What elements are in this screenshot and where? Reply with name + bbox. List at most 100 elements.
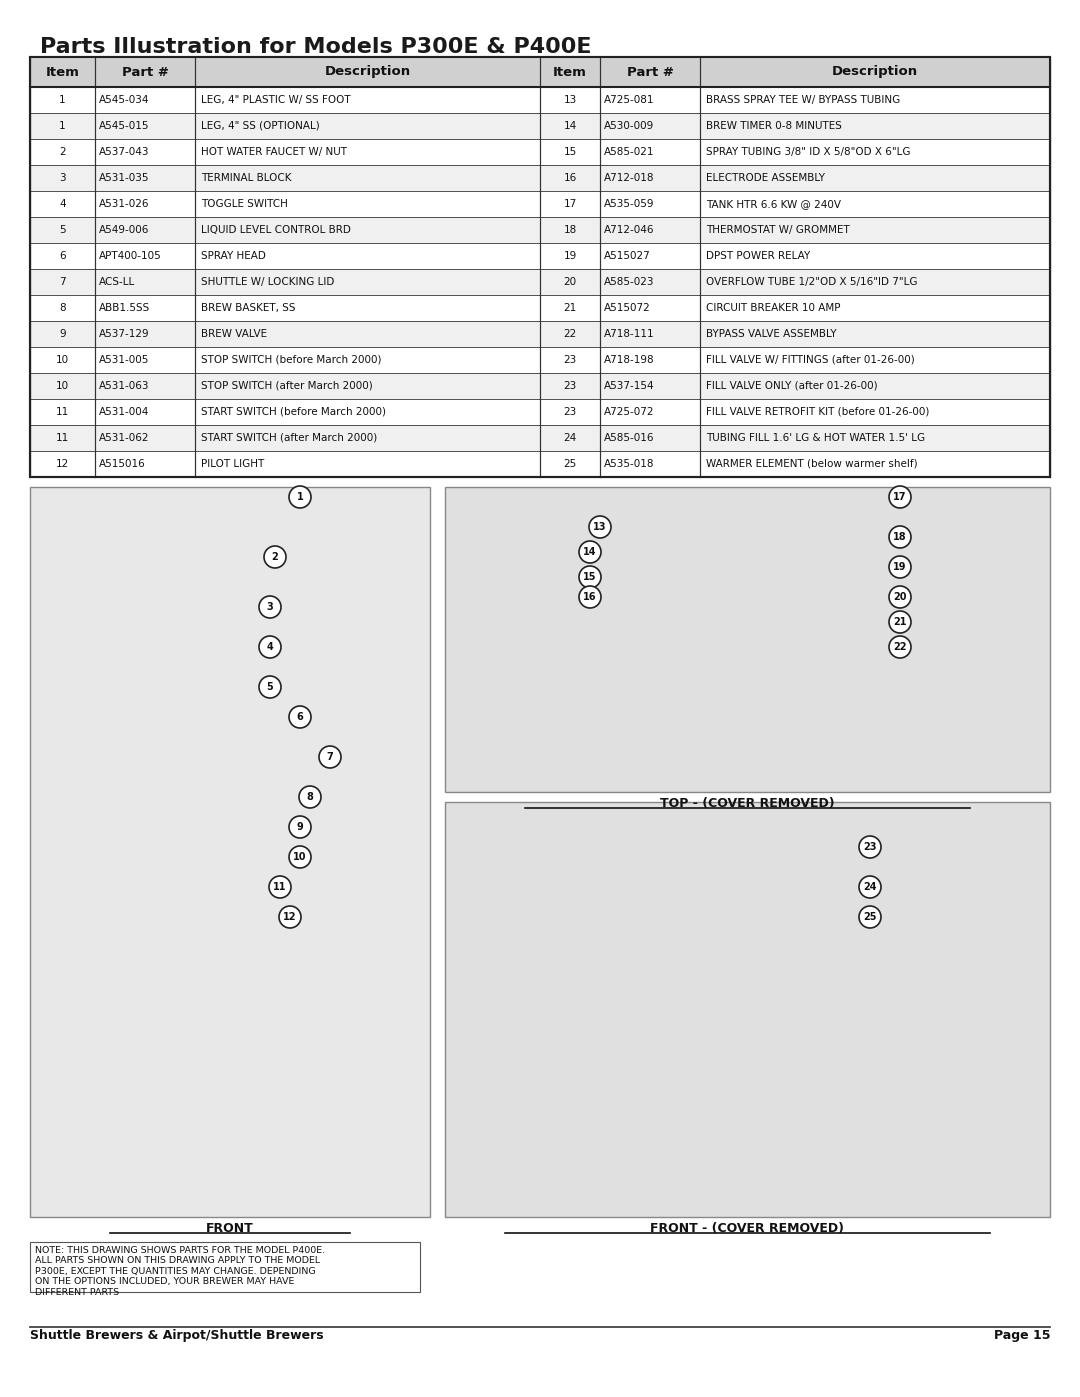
Text: ABB1.5SS: ABB1.5SS <box>99 303 150 313</box>
Text: 5: 5 <box>267 682 273 692</box>
Text: LEG, 4" SS (OPTIONAL): LEG, 4" SS (OPTIONAL) <box>201 122 320 131</box>
Circle shape <box>889 585 912 608</box>
Bar <box>30 191 1050 217</box>
Text: CIRCUIT BREAKER 10 AMP: CIRCUIT BREAKER 10 AMP <box>706 303 840 313</box>
Text: BREW BASKET, SS: BREW BASKET, SS <box>201 303 296 313</box>
Text: LEG, 4" PLASTIC W/ SS FOOT: LEG, 4" PLASTIC W/ SS FOOT <box>201 95 351 105</box>
Text: STOP SWITCH (after March 2000): STOP SWITCH (after March 2000) <box>201 381 373 391</box>
Text: TUBING FILL 1.6' LG & HOT WATER 1.5' LG: TUBING FILL 1.6' LG & HOT WATER 1.5' LG <box>706 433 926 443</box>
Text: 6: 6 <box>59 251 66 261</box>
Bar <box>30 1242 420 1292</box>
Text: THERMOSTAT W/ GROMMET: THERMOSTAT W/ GROMMET <box>706 225 850 235</box>
Text: 25: 25 <box>863 912 877 922</box>
Text: A531-062: A531-062 <box>99 433 149 443</box>
Text: 8: 8 <box>59 303 66 313</box>
Bar <box>30 400 1050 425</box>
Text: 22: 22 <box>564 330 577 339</box>
Circle shape <box>589 515 611 538</box>
Text: BYPASS VALVE ASSEMBLY: BYPASS VALVE ASSEMBLY <box>706 330 837 339</box>
Text: 15: 15 <box>583 571 597 583</box>
Circle shape <box>859 907 881 928</box>
Text: 24: 24 <box>564 433 577 443</box>
Text: 10: 10 <box>56 381 69 391</box>
Text: 23: 23 <box>564 355 577 365</box>
Text: 2: 2 <box>59 147 66 156</box>
Text: Description: Description <box>324 66 410 78</box>
Text: LIQUID LEVEL CONTROL BRD: LIQUID LEVEL CONTROL BRD <box>201 225 351 235</box>
Text: FRONT: FRONT <box>206 1222 254 1235</box>
Circle shape <box>259 597 281 617</box>
Text: 4: 4 <box>59 198 66 210</box>
Text: BREW VALVE: BREW VALVE <box>201 330 267 339</box>
Text: A535-059: A535-059 <box>604 198 654 210</box>
Circle shape <box>289 816 311 838</box>
Text: FRONT - (COVER REMOVED): FRONT - (COVER REMOVED) <box>650 1222 845 1235</box>
Text: Parts Illustration for Models P300E & P400E: Parts Illustration for Models P300E & P4… <box>40 36 592 57</box>
Text: BREW TIMER 0-8 MINUTES: BREW TIMER 0-8 MINUTES <box>706 122 842 131</box>
Circle shape <box>289 847 311 868</box>
Text: A585-016: A585-016 <box>604 433 654 443</box>
Text: A531-005: A531-005 <box>99 355 149 365</box>
Text: A537-043: A537-043 <box>99 147 149 156</box>
Text: ELECTRODE ASSEMBLY: ELECTRODE ASSEMBLY <box>706 173 825 183</box>
Bar <box>30 217 1050 243</box>
Text: 2: 2 <box>272 552 279 562</box>
Circle shape <box>889 636 912 658</box>
Text: 10: 10 <box>56 355 69 365</box>
Text: SHUTTLE W/ LOCKING LID: SHUTTLE W/ LOCKING LID <box>201 277 335 286</box>
Circle shape <box>259 636 281 658</box>
Text: 5: 5 <box>59 225 66 235</box>
Text: START SWITCH (after March 2000): START SWITCH (after March 2000) <box>201 433 377 443</box>
Text: 19: 19 <box>893 562 907 571</box>
Text: 11: 11 <box>56 407 69 416</box>
Text: Shuttle Brewers & Airpot/Shuttle Brewers: Shuttle Brewers & Airpot/Shuttle Brewers <box>30 1329 324 1343</box>
Text: A537-154: A537-154 <box>604 381 654 391</box>
Text: A545-034: A545-034 <box>99 95 149 105</box>
Text: A712-018: A712-018 <box>604 173 654 183</box>
Text: 17: 17 <box>564 198 577 210</box>
Circle shape <box>264 546 286 569</box>
Bar <box>30 295 1050 321</box>
Bar <box>30 165 1050 191</box>
Text: Description: Description <box>832 66 918 78</box>
Text: NOTE: THIS DRAWING SHOWS PARTS FOR THE MODEL P400E.
ALL PARTS SHOWN ON THIS DRAW: NOTE: THIS DRAWING SHOWS PARTS FOR THE M… <box>35 1246 325 1296</box>
Text: 13: 13 <box>564 95 577 105</box>
Text: 15: 15 <box>564 147 577 156</box>
Text: FILL VALVE W/ FITTINGS (after 01-26-00): FILL VALVE W/ FITTINGS (after 01-26-00) <box>706 355 915 365</box>
Text: 1: 1 <box>297 492 303 502</box>
Text: FILL VALVE RETROFIT KIT (before 01-26-00): FILL VALVE RETROFIT KIT (before 01-26-00… <box>706 407 930 416</box>
Text: 1: 1 <box>59 122 66 131</box>
Text: 21: 21 <box>564 303 577 313</box>
Text: 24: 24 <box>863 882 877 893</box>
Text: 1: 1 <box>59 95 66 105</box>
Text: TANK HTR 6.6 KW @ 240V: TANK HTR 6.6 KW @ 240V <box>706 198 841 210</box>
Bar <box>30 425 1050 451</box>
Circle shape <box>299 787 321 807</box>
Text: Part #: Part # <box>122 66 168 78</box>
Text: 4: 4 <box>267 643 273 652</box>
Text: A718-111: A718-111 <box>604 330 654 339</box>
Text: 22: 22 <box>893 643 907 652</box>
Text: 23: 23 <box>564 407 577 416</box>
Circle shape <box>289 486 311 509</box>
Text: A531-004: A531-004 <box>99 407 149 416</box>
Text: A585-023: A585-023 <box>604 277 654 286</box>
Text: FILL VALVE ONLY (after 01-26-00): FILL VALVE ONLY (after 01-26-00) <box>706 381 878 391</box>
Bar <box>30 488 430 1217</box>
Text: A585-021: A585-021 <box>604 147 654 156</box>
Bar <box>30 87 1050 113</box>
Circle shape <box>269 876 291 898</box>
Text: 25: 25 <box>564 460 577 469</box>
Text: TOGGLE SWITCH: TOGGLE SWITCH <box>201 198 288 210</box>
Text: A535-018: A535-018 <box>604 460 654 469</box>
Text: SPRAY TUBING 3/8" ID X 5/8"OD X 6"LG: SPRAY TUBING 3/8" ID X 5/8"OD X 6"LG <box>706 147 910 156</box>
Text: 7: 7 <box>59 277 66 286</box>
Text: START SWITCH (before March 2000): START SWITCH (before March 2000) <box>201 407 386 416</box>
Bar <box>30 346 1050 373</box>
Text: PILOT LIGHT: PILOT LIGHT <box>201 460 265 469</box>
Text: Part #: Part # <box>626 66 674 78</box>
Bar <box>30 57 1050 87</box>
Text: DPST POWER RELAY: DPST POWER RELAY <box>706 251 810 261</box>
Circle shape <box>859 835 881 858</box>
Text: 8: 8 <box>307 792 313 802</box>
